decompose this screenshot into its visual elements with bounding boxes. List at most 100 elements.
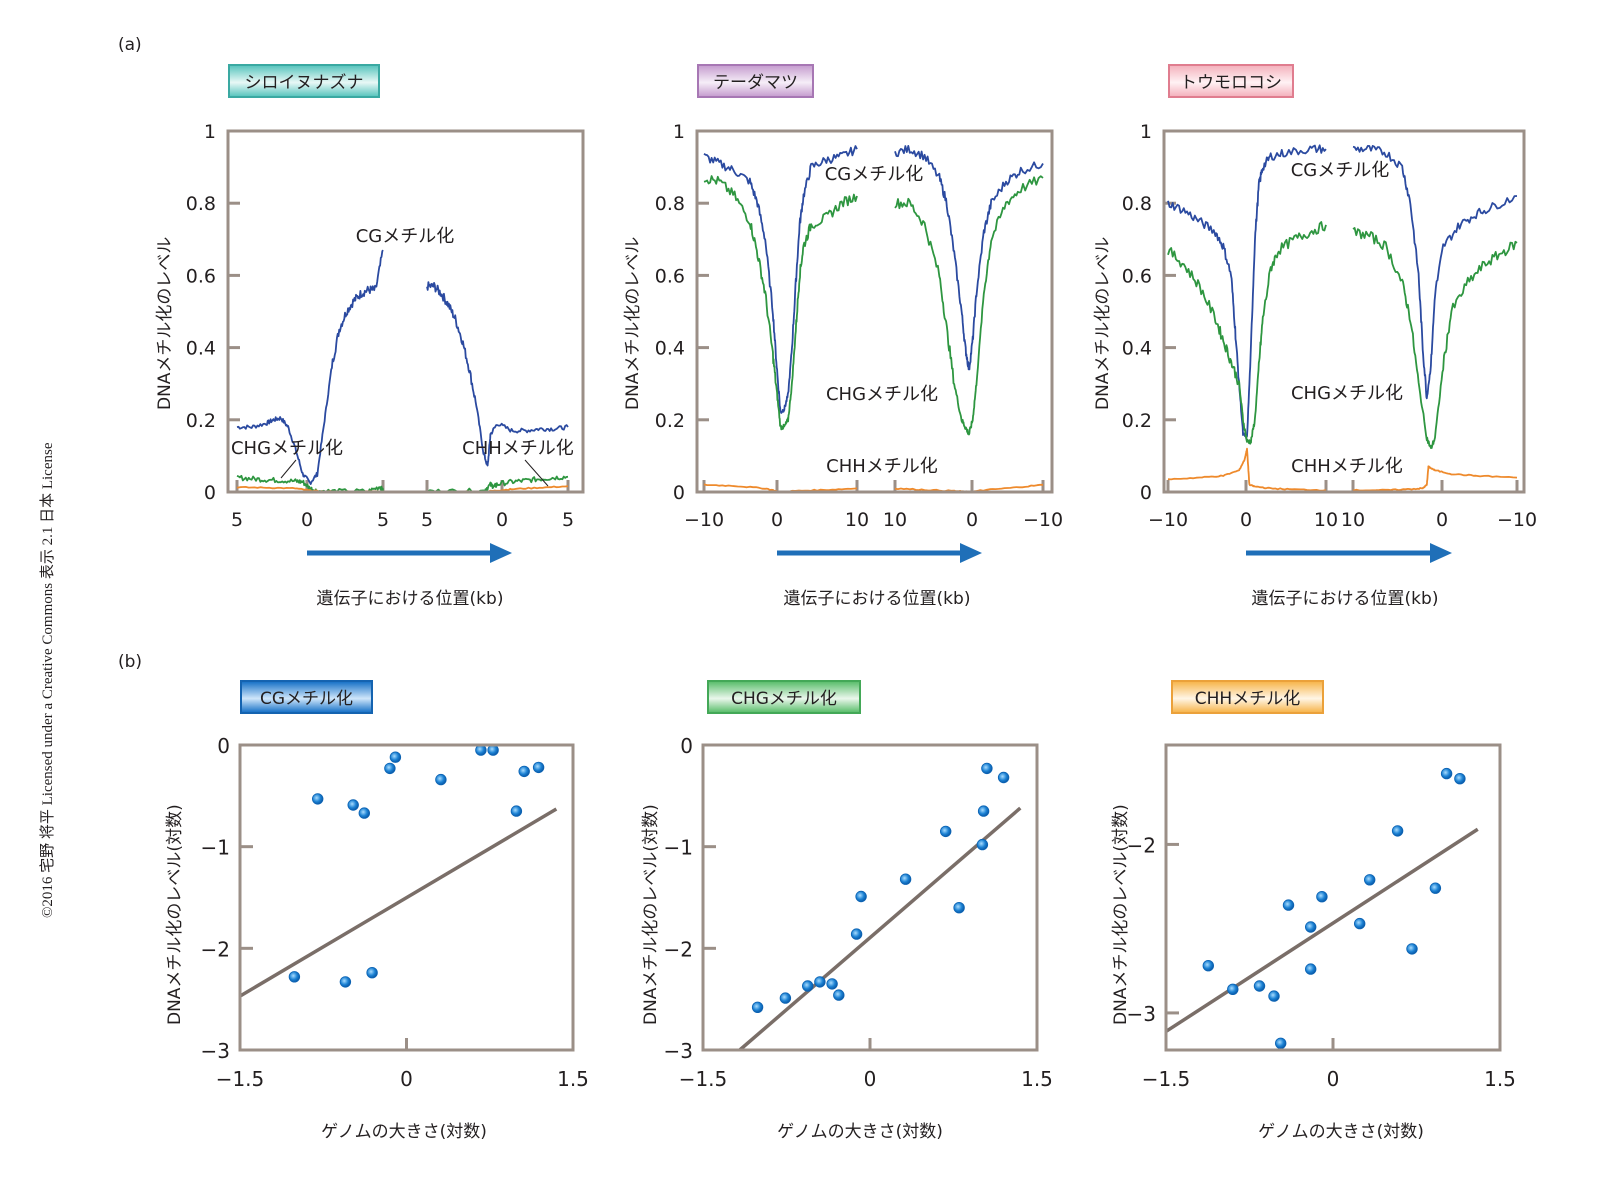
data-point (802, 980, 814, 992)
data-point (1406, 943, 1418, 955)
x-tick-label: −1.5 (679, 1067, 728, 1091)
series-cg-left (703, 145, 858, 414)
chart-title-chg: CHGメチル化 (707, 680, 861, 714)
annotation-label: CHGメチル化 (826, 384, 938, 405)
y-tick-label: 0.6 (1122, 265, 1152, 287)
x-tick-label: 0 (1436, 509, 1448, 531)
x-tick-label: 5 (421, 509, 433, 531)
x-tick-label: 1.5 (557, 1067, 589, 1091)
x-tick-label: 0 (864, 1067, 877, 1091)
data-point (1353, 917, 1366, 930)
series-cg-right (426, 281, 569, 467)
x-tick-label: 10 (845, 509, 869, 531)
plot-frame (695, 129, 1054, 494)
annotation-label: CHGメチル化 (1291, 383, 1403, 404)
data-point (981, 762, 993, 775)
x-tick-label: 10 (1341, 509, 1365, 531)
series-chg-left (703, 175, 858, 431)
y-tick-label: 0.4 (186, 338, 216, 360)
arrow-head-icon (490, 543, 512, 563)
data-point (1363, 874, 1376, 886)
annotation-label: CHGメチル化 (231, 438, 343, 459)
data-point (1316, 891, 1328, 903)
y-tick-label: −3 (201, 1039, 230, 1063)
data-point (1202, 960, 1215, 972)
x-tick-label: 0 (966, 509, 978, 531)
data-point (532, 761, 545, 774)
data-point (358, 807, 371, 819)
chart-title-chh: CHHメチル化 (1171, 680, 1324, 714)
data-point (1227, 983, 1239, 996)
y-tick-label: 0.6 (186, 265, 216, 287)
x-tick-label: −10 (1497, 509, 1537, 531)
y-tick-label: −2 (664, 937, 693, 961)
y-tick-label: 0.8 (186, 193, 216, 215)
x-axis-label-a2: 遺伝子における位置(kb) (783, 589, 971, 609)
regression-line (738, 806, 1022, 1052)
y-tick-label: 0 (217, 734, 230, 758)
x-tick-label: 0 (1240, 509, 1252, 531)
y-tick-label: 0.4 (1122, 338, 1152, 360)
y-tick-label: −2 (201, 937, 230, 961)
y-tick-label: 0 (204, 482, 216, 504)
annotation-label: CGメチル化 (356, 226, 455, 247)
data-point (976, 838, 989, 851)
panel-b-label: (b) (118, 652, 143, 672)
chart-title-loblolly-pine: テーダマツ (697, 64, 814, 98)
data-point (389, 751, 402, 763)
data-point (997, 771, 1010, 784)
data-point (288, 971, 301, 983)
data-point (347, 799, 359, 811)
y-tick-label: 0.2 (1122, 410, 1152, 432)
data-point (751, 1001, 764, 1014)
data-point (953, 902, 965, 914)
y-tick-label: 0.8 (1122, 193, 1152, 215)
data-point (384, 762, 396, 775)
y-tick-label: 0.2 (186, 410, 216, 432)
x-axis-label-b2: ゲノムの大きさ(対数) (777, 1122, 943, 1142)
x-tick-label: 10 (1314, 509, 1338, 531)
series-cg-left (236, 249, 384, 485)
x-tick-label: 0 (496, 509, 508, 531)
plot-frame (226, 129, 585, 494)
data-point (1304, 921, 1317, 933)
series-chg-right (894, 175, 1044, 436)
series-chh-right (1352, 465, 1518, 492)
y-tick-label: −3 (1127, 1002, 1156, 1026)
data-point (1253, 980, 1266, 992)
data-point (1454, 773, 1466, 785)
x-axis-label-b1: ゲノムの大きさ(対数) (321, 1122, 487, 1142)
data-point (1274, 1037, 1287, 1050)
arrow-head-icon (1430, 543, 1452, 563)
series-cg-right (1352, 145, 1518, 400)
x-axis-label-b3: ゲノムの大きさ(対数) (1258, 1122, 1424, 1142)
data-point (1268, 990, 1280, 1002)
metaplot-a2: 0 0.2 0.4 0.6 0.8 1 −10 0 10 10 0 −10 CGメチル化 CHGメチル化 C… (655, 121, 1063, 563)
data-point (518, 765, 530, 778)
x-tick-label: 10 (883, 509, 907, 531)
y-tick-label: 0.4 (655, 338, 685, 360)
plot-frame (1162, 129, 1526, 494)
regression-line (1165, 827, 1479, 1033)
data-point (1391, 825, 1404, 837)
y-tick-label: 0 (1140, 482, 1152, 504)
x-tick-label: −10 (684, 509, 724, 531)
chart-title-cg: CGメチル化 (240, 680, 373, 714)
x-tick-label: 0 (301, 509, 313, 531)
data-point (435, 773, 447, 786)
annotation-label: CHHメチル化 (826, 456, 938, 477)
y-tick-label: 0.2 (655, 410, 685, 432)
annotation-label: CGメチル化 (1291, 160, 1390, 181)
x-tick-label: −10 (1148, 509, 1188, 531)
annotation-label: CGメチル化 (825, 164, 924, 185)
x-axis-label-a1: 遺伝子における位置(kb) (316, 589, 504, 609)
data-point (339, 976, 352, 988)
scatter-b1: 0 −1 −2 −3 −1.5 0 1.5 (201, 734, 589, 1091)
y-tick-label: 1 (204, 121, 216, 143)
panel-a-label: (a) (118, 35, 142, 55)
plot-frame (1164, 743, 1502, 1052)
data-point (1304, 963, 1317, 975)
x-tick-label: 0 (1327, 1067, 1340, 1091)
